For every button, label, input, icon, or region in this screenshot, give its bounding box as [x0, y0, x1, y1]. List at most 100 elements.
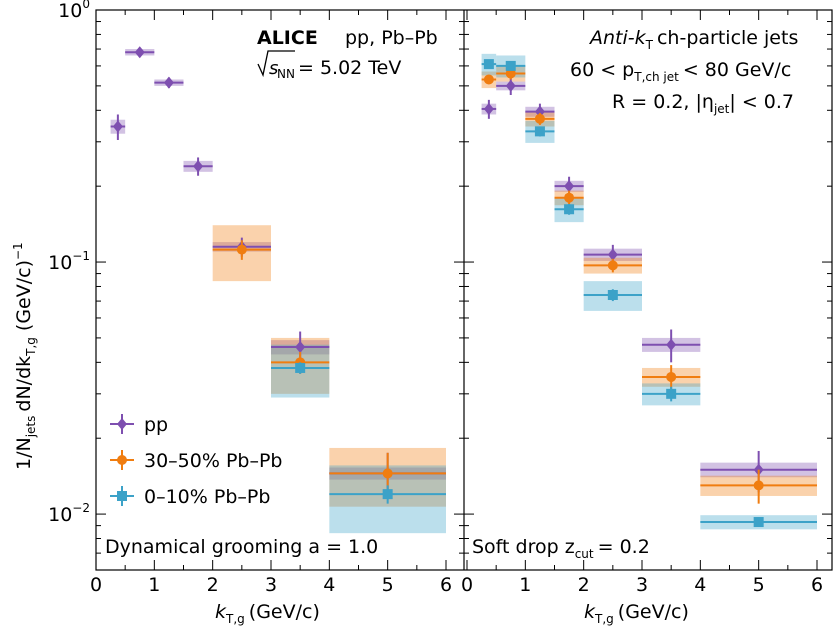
data-points-layer — [110, 46, 817, 528]
legend: pp 30–50% Pb–Pb 0–10% Pb–Pb — [110, 414, 282, 508]
right-point-2-6 — [753, 517, 764, 528]
radius-label: R = 0.2, |η — [612, 91, 714, 113]
jet-label-group: Anti-kT ch-particle jets — [588, 27, 798, 52]
right-point-2-2 — [534, 126, 545, 137]
y-tick-label-2: 10−2 — [48, 501, 90, 526]
x-axis-label-right-group: kT,g (GeV/c) — [584, 601, 689, 626]
right-panel-annotation-subscript: cut — [575, 547, 594, 561]
right-x-tick-label-0: 0 — [461, 574, 473, 596]
svg-text:R = 0.2, |ηjet| < 0.7: R = 0.2, |ηjet| < 0.7 — [612, 91, 794, 116]
energy-nn-subscript: NN — [277, 67, 295, 81]
right-point-1-3 — [564, 192, 575, 203]
x-axis-label-left: k — [215, 601, 227, 623]
y-tick-label-1: 10−1 — [48, 249, 90, 274]
left-point-0-0 — [112, 120, 123, 133]
right-point-1-2 — [534, 113, 545, 124]
experiment-label: ALICE — [257, 27, 318, 49]
right-point-1-6 — [753, 480, 764, 491]
radius-group: R = 0.2, |ηjet| < 0.7 — [612, 91, 794, 116]
left-x-tick-label-2: 2 — [207, 574, 219, 596]
radius-subscript: jet — [713, 102, 730, 116]
right-x-tick-label-3: 3 — [636, 574, 648, 596]
y-axis-label-rest: dN/dk — [13, 356, 35, 412]
right-point-2-4 — [607, 290, 618, 301]
left-panel-annotation: Dynamical grooming a = 1.0 — [105, 536, 378, 558]
right-x-tick-label-6: 6 — [811, 574, 823, 596]
left-point-0-3 — [193, 160, 204, 173]
y-axis-label-unit: (GeV/c) — [13, 260, 35, 331]
y-tick-label-0: 100 — [58, 0, 90, 22]
left-point-0-5 — [295, 341, 306, 354]
left-point-2-1 — [382, 489, 393, 500]
legend-entry-3050: 30–50% Pb–Pb — [110, 450, 282, 472]
energy-s-symbol: s — [269, 58, 278, 79]
jet-label: Anti-k — [588, 27, 647, 49]
right-x-tick-label-4: 4 — [694, 574, 706, 596]
right-point-1-4 — [607, 260, 618, 271]
legend-010-marker — [117, 491, 127, 501]
systems-label: pp, Pb–Pb — [345, 27, 438, 49]
left-point-1-2 — [382, 468, 393, 479]
right-panel-annotation: Soft drop z — [472, 536, 575, 558]
y-axis-label-sub2: T,g — [24, 337, 38, 357]
right-point-2-0 — [483, 59, 494, 70]
pt-range-label: 60 < p — [570, 59, 634, 81]
left-x-tick-label-4: 4 — [323, 574, 335, 596]
legend-010-label: 0–10% Pb–Pb — [144, 486, 270, 508]
left-point-0-2 — [163, 76, 174, 89]
left-x-tick-label-5: 5 — [382, 574, 394, 596]
right-point-1-0 — [483, 74, 494, 85]
legend-entry-pp: pp — [110, 414, 168, 436]
left-point-2-0 — [295, 362, 306, 373]
radius-rest: | < 0.7 — [729, 91, 794, 113]
legend-3050-label: 30–50% Pb–Pb — [144, 450, 282, 472]
left-point-0-1 — [134, 46, 145, 59]
right-x-tick-label-5: 5 — [753, 574, 765, 596]
left-x-tick-label-0: 0 — [90, 574, 102, 596]
x-axis-label-right-sub: T,g — [594, 612, 614, 626]
sqrt-symbol — [257, 50, 295, 78]
x-axis-label-right: k — [584, 601, 596, 623]
jet-label-subscript: T — [645, 38, 654, 52]
legend-3050-marker — [117, 455, 127, 465]
x-axis-label-left-unit: (GeV/c) — [249, 601, 320, 623]
right-point-2-3 — [564, 204, 575, 215]
right-point-0-3 — [564, 180, 575, 193]
energy-label: = 5.02 TeV — [298, 57, 401, 79]
pt-range-rest: < 80 GeV/c — [683, 59, 791, 81]
x-axis-label-right-unit: (GeV/c) — [618, 601, 689, 623]
energy-label-group: s NN = 5.02 TeV — [257, 50, 401, 81]
left-point-1-0 — [236, 244, 247, 255]
right-point-0-0 — [483, 102, 494, 115]
right-point-0-4 — [607, 248, 618, 261]
svg-text:Soft drop zcut= 0.2: Soft drop zcut = 0.2 — [472, 536, 650, 561]
right-point-0-1 — [505, 79, 516, 92]
right-point-1-1 — [505, 68, 516, 79]
pt-range-group: 60 < pT,ch jet < 80 GeV/c — [570, 59, 791, 84]
pt-range-subscript: T,ch jet — [633, 70, 679, 84]
right-point-0-5 — [666, 338, 677, 351]
legend-entry-010: 0–10% Pb–Pb — [110, 486, 270, 508]
right-point-2-5 — [666, 388, 677, 399]
right-x-tick-label-2: 2 — [578, 574, 590, 596]
legend-pp-label: pp — [144, 414, 168, 436]
left-x-tick-label-1: 1 — [148, 574, 160, 596]
x-axis-label-left-sub: T,g — [225, 612, 245, 626]
y-axis-label-group: 1/Njets dN/dkT,g (GeV/c)−1 — [11, 242, 38, 470]
svg-text:60 < pT,ch jet< 80 GeV/c: 60 < pT,ch jet < 80 GeV/c — [570, 59, 791, 84]
legend-pp-marker — [117, 418, 127, 430]
y-axis-label-sub1: jets — [24, 416, 38, 439]
y-axis-label: 1/N — [13, 437, 35, 470]
right-panel-annotation-rest: = 0.2 — [598, 536, 650, 558]
right-x-tick-label-1: 1 — [519, 574, 531, 596]
x-axis-label-left-group: kT,g (GeV/c) — [215, 601, 320, 626]
right-point-1-5 — [666, 371, 677, 382]
right-point-2-1 — [505, 60, 516, 71]
left-x-tick-label-3: 3 — [265, 574, 277, 596]
jet-label-rest: ch-particle jets — [657, 27, 798, 49]
left-x-tick-label-6: 6 — [440, 574, 452, 596]
y-axis-label-exp: −1 — [11, 242, 25, 260]
